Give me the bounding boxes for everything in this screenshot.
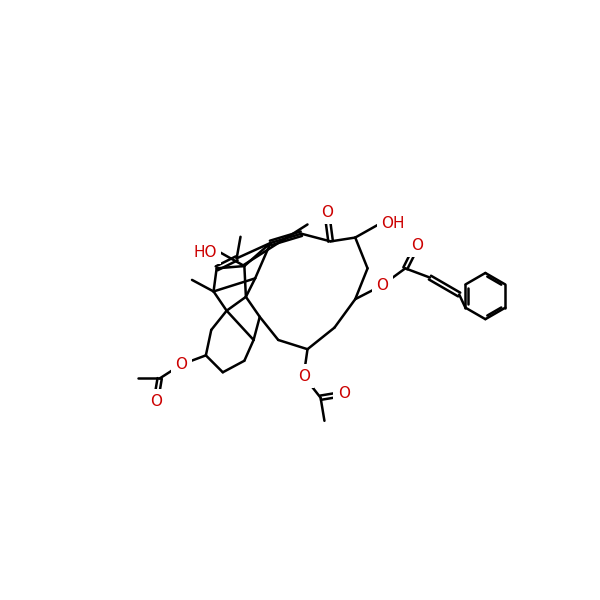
Text: O: O [175,357,187,372]
Text: O: O [411,238,423,253]
Text: O: O [321,205,333,220]
Text: O: O [298,368,310,383]
Text: OH: OH [382,216,405,231]
Text: O: O [376,278,388,293]
Text: O: O [338,386,350,401]
Text: HO: HO [193,245,217,260]
Text: O: O [150,394,162,409]
